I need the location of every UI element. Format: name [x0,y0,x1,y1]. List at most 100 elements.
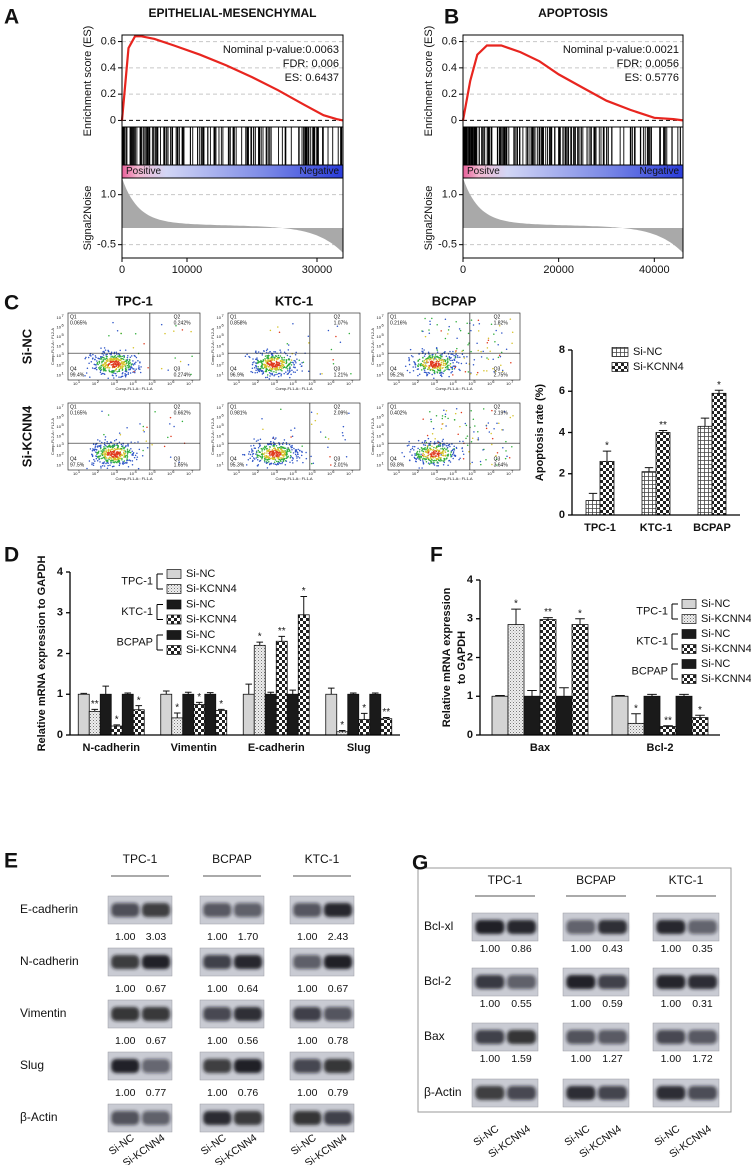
flow-dot [122,373,124,375]
bar [642,472,656,515]
flow-dot [254,367,256,369]
flow-dot [428,329,430,331]
flow-dot [128,466,130,468]
flow-dot [119,355,121,357]
legend-label: Si-KCNN4 [701,613,751,625]
flow-dot [250,454,252,456]
y-tick-exponent: 6 [382,412,385,417]
flow-dot [266,452,268,454]
flow-dot [276,374,278,376]
flow-dot [279,447,281,449]
flow-dot [301,365,303,367]
flow-dot [412,446,414,448]
chart-title: APOPTOSIS [538,6,608,20]
flow-dot [102,454,104,456]
flow-dot [488,422,490,424]
blot-band [475,1030,504,1044]
flow-dot [320,431,322,433]
flow-dot [278,376,280,378]
flow-dot [284,453,286,455]
flow-dot [89,376,91,378]
flow-dot [97,362,99,364]
bar [172,718,183,735]
flow-dot [477,372,479,374]
column-label: BCPAP [432,293,477,308]
flow-dot [433,428,435,430]
flow-dot [442,415,444,417]
flow-dot [417,368,419,370]
flow-dot [287,455,289,457]
y-tick-label: 0 [451,114,457,126]
flow-dot [116,359,118,361]
flow-dot [452,454,454,456]
blot-band [566,1086,595,1100]
flow-dot [269,451,271,453]
blot-band [234,955,262,969]
bar [183,694,194,735]
flow-dot [448,329,450,331]
flow-dot [115,373,117,375]
flow-dot [446,368,448,370]
flow-dot [95,355,97,357]
flow-dot [252,455,254,457]
flow-dot [417,451,419,453]
flow-dot [310,456,312,458]
flow-dot [433,359,435,361]
legend-label: Si-NC [186,629,215,641]
flow-dot [465,438,467,440]
flow-dot [146,426,148,428]
flow-dot [262,371,264,373]
flow-dot [258,361,260,363]
band-value: 0.67 [328,983,349,995]
flow-dot [433,451,435,453]
flow-dot [102,359,104,361]
flow-dot [401,452,403,454]
flow-dot [96,360,98,362]
quadrant-percent: 2.75% [494,372,509,378]
flow-dot [100,370,102,372]
flow-dot [292,462,294,464]
flow-dot [477,350,479,352]
flow-dot [439,360,441,362]
flow-dot [420,453,422,455]
band-value: 1.00 [207,931,228,943]
flow-dot [161,368,163,370]
row-label: Vimentin [20,1006,66,1020]
flow-dot [476,342,478,344]
flow-dot [105,453,107,455]
flow-dot [424,369,426,371]
y-tick-exponent: 4 [222,342,225,347]
flow-dot [96,452,98,454]
flow-dot [446,355,448,357]
flow-dot [423,444,425,446]
flow-dot [118,448,120,450]
flow-dot [487,342,489,344]
flow-dot [278,461,280,463]
flow-dot [105,349,107,351]
flow-dot [497,344,499,346]
flow-dot [99,461,101,463]
y-tick-exponent: 1 [62,460,65,465]
flow-dot [473,364,475,366]
flow-dot [464,357,466,359]
flow-dot [120,434,122,436]
blot-band [475,1086,504,1100]
flow-dot [127,449,129,451]
flow-dot [129,451,131,453]
flow-dot [511,446,513,448]
flow-dot [427,449,429,451]
blot-band [656,1086,685,1100]
flow-dot [115,362,117,364]
flow-dot [106,441,108,443]
bar [692,718,708,735]
blot-band [656,1030,685,1044]
flow-dot [441,356,443,358]
flow-dot [442,423,444,425]
flow-dot [167,369,169,371]
quadrant-percent: 0.274% [174,372,192,378]
quadrant-percent: 0.662% [174,410,192,416]
flow-dot [428,372,430,374]
flow-dot [112,375,114,377]
flow-dot [137,360,139,362]
flow-dot [446,410,448,412]
